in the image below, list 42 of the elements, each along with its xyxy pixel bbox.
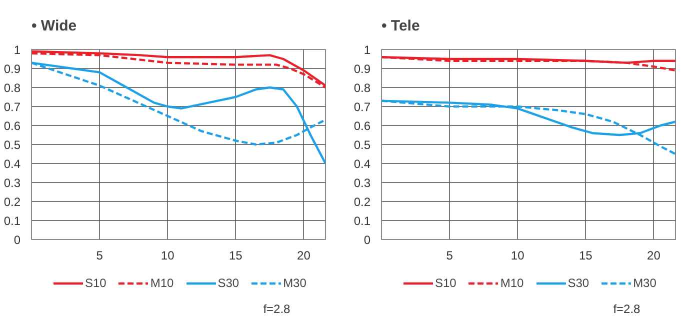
y-tick-label: 0 <box>364 233 371 247</box>
y-tick-label: 0.5 <box>4 138 21 152</box>
x-tick-label: 10 <box>510 248 525 262</box>
y-tick-label: 0.2 <box>4 195 21 209</box>
legend-label: S30 <box>218 276 240 290</box>
y-tick-label: 0.8 <box>4 81 21 95</box>
x-tick-label: 20 <box>647 248 661 262</box>
chart-title: • Wide <box>32 18 77 34</box>
y-tick-label: 0.8 <box>354 81 371 95</box>
y-tick-label: 0.9 <box>354 62 371 76</box>
legend-label: S10 <box>435 276 456 290</box>
y-tick-label: 0.5 <box>354 138 371 152</box>
x-tick-label: 5 <box>96 248 104 262</box>
legend-label: S30 <box>568 276 590 290</box>
y-tick-label: 1 <box>14 43 21 57</box>
y-tick-label: 0 <box>14 233 21 247</box>
legend-label: M10 <box>500 276 524 290</box>
y-tick-label: 0.1 <box>354 214 371 228</box>
y-tick-label: 0.7 <box>4 100 21 114</box>
legend-label: S10 <box>85 276 106 290</box>
x-tick-label: 20 <box>297 248 311 262</box>
y-tick-label: 0.4 <box>354 157 371 171</box>
legend-label: M30 <box>633 276 656 290</box>
y-tick-label: 0.4 <box>4 157 21 171</box>
y-tick-label: 0.7 <box>354 100 371 114</box>
y-tick-label: 0.3 <box>4 176 21 190</box>
text: f=2.8 <box>613 302 641 316</box>
x-tick-label: 15 <box>578 248 593 262</box>
y-tick-label: 0.2 <box>354 195 371 209</box>
legend-label: M30 <box>283 276 306 290</box>
y-tick-label: 0.9 <box>4 62 21 76</box>
y-tick-label: 0.6 <box>4 119 21 133</box>
chart-title: • Tele <box>382 18 420 34</box>
y-tick-label: 0.6 <box>354 119 371 133</box>
y-tick-label: 0.3 <box>354 176 371 190</box>
legend-label: M10 <box>150 276 174 290</box>
y-tick-label: 0.1 <box>4 214 21 228</box>
text: f=2.8 <box>263 302 291 316</box>
y-tick-label: 1 <box>364 43 371 57</box>
x-tick-label: 10 <box>160 248 175 262</box>
x-tick-label: 15 <box>228 248 243 262</box>
x-tick-label: 5 <box>446 248 454 262</box>
